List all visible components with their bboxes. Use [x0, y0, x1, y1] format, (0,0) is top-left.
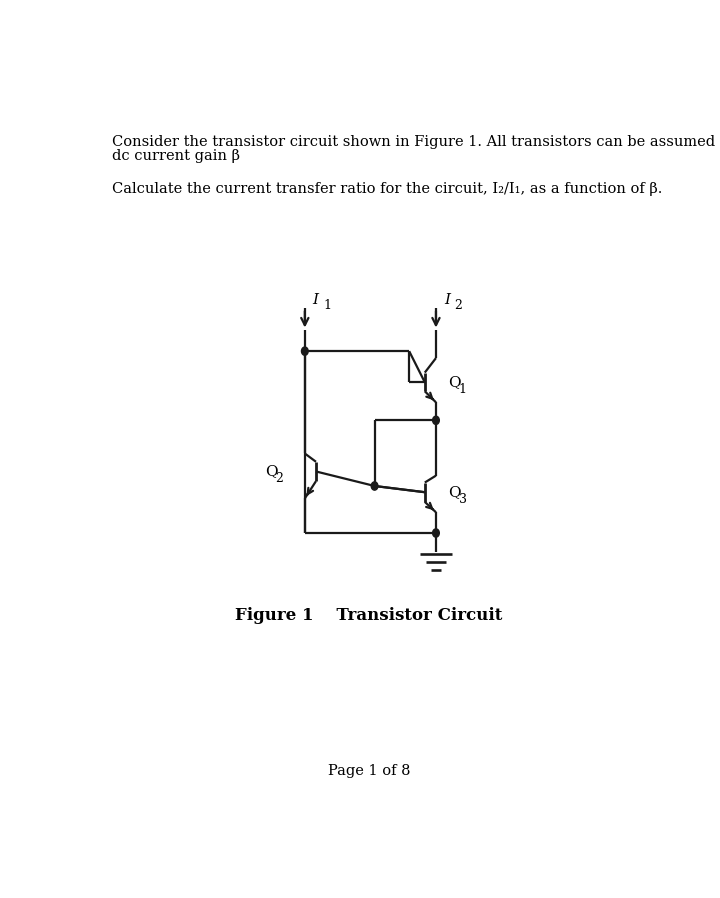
Text: Figure 1    Transistor Circuit: Figure 1 Transistor Circuit: [235, 607, 503, 624]
Circle shape: [433, 529, 439, 537]
Text: Calculate the current transfer ratio for the circuit, I₂/I₁, as a function of β.: Calculate the current transfer ratio for…: [112, 181, 662, 196]
Text: 1: 1: [323, 299, 331, 312]
Circle shape: [302, 347, 308, 356]
Text: Q: Q: [265, 464, 277, 479]
Circle shape: [433, 416, 439, 425]
Text: 3: 3: [459, 493, 467, 506]
Text: 1: 1: [459, 383, 467, 396]
Text: 2: 2: [275, 471, 283, 485]
Text: dc current gain β: dc current gain β: [112, 149, 240, 163]
Text: I: I: [444, 293, 450, 307]
Text: Q: Q: [449, 375, 461, 389]
Circle shape: [372, 482, 378, 490]
Text: Consider the transistor circuit shown in Figure 1. All transistors can be assume: Consider the transistor circuit shown in…: [112, 136, 720, 149]
Text: I: I: [312, 293, 319, 307]
Text: Page 1 of 8: Page 1 of 8: [328, 764, 410, 779]
Text: Q: Q: [449, 485, 461, 499]
Text: 2: 2: [454, 299, 462, 312]
